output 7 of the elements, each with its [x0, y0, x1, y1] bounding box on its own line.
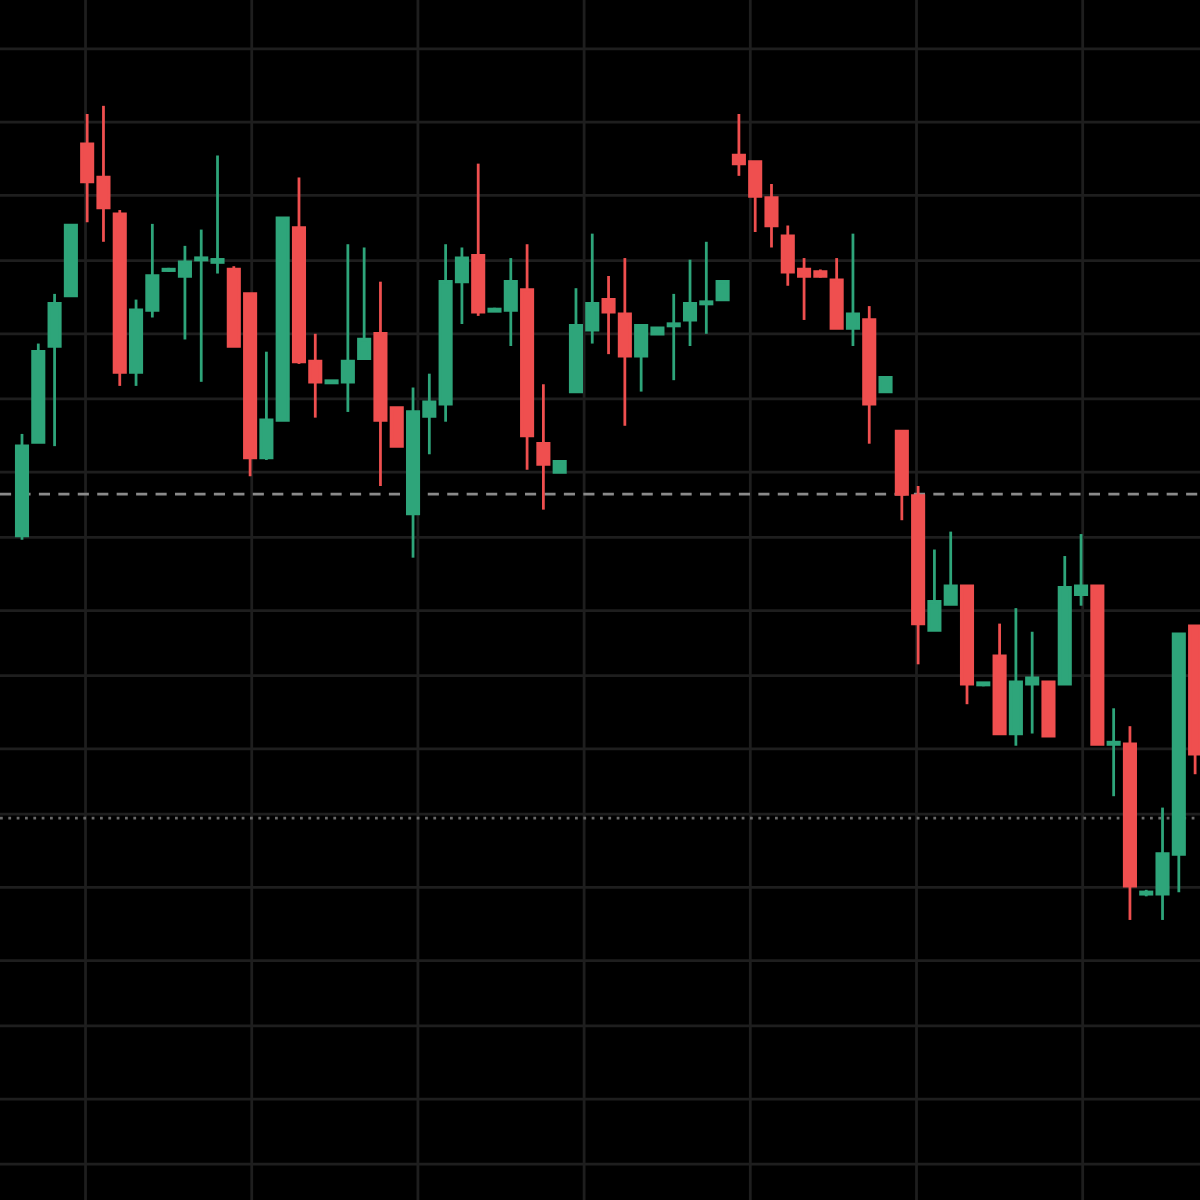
candlestick: [1106, 706, 1121, 798]
candlestick: [601, 274, 616, 356]
candlestick: [357, 246, 372, 360]
candlestick: [47, 292, 62, 448]
candlestick: [617, 256, 632, 428]
candlestick: [536, 382, 551, 512]
candlestick: [845, 232, 860, 348]
